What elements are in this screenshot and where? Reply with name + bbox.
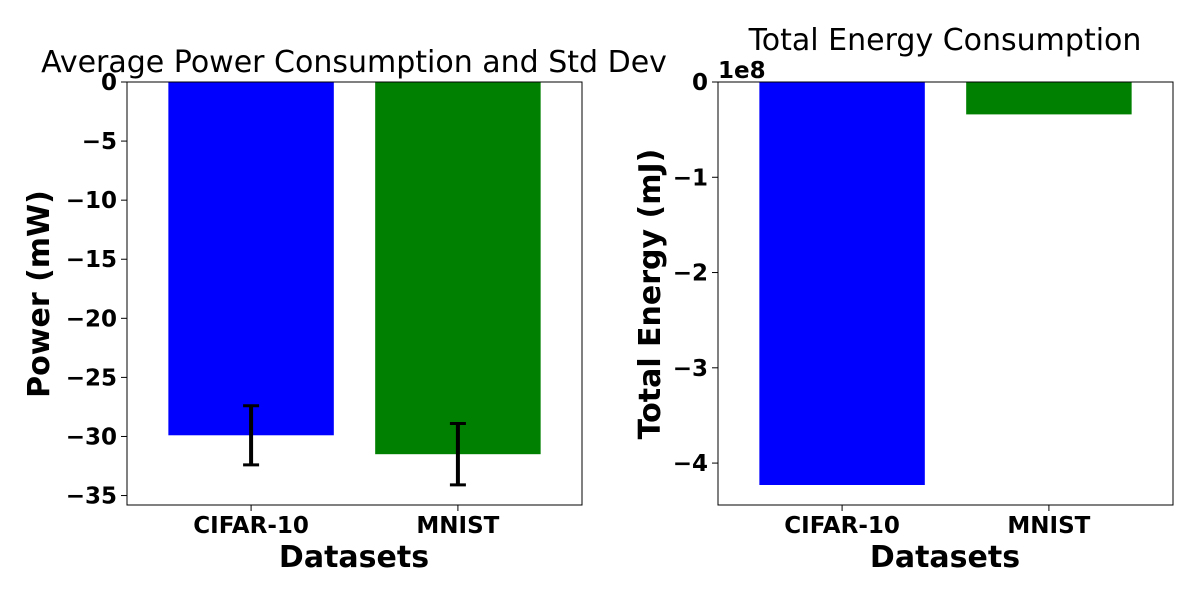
energy-y-tick-label: −1 — [673, 165, 708, 191]
power-y-tick-label: −20 — [66, 306, 117, 332]
power-error-bar — [243, 404, 260, 467]
power-bar-cifar-10 — [168, 82, 334, 436]
power-x-axis-label: Datasets — [279, 540, 429, 575]
power-error-bar — [449, 421, 466, 487]
power-y-tick-label: −10 — [66, 188, 117, 214]
energy-y-ticks: 0 −1 −2 −3 −4 — [673, 70, 718, 477]
power-y-tick-label: −15 — [66, 247, 117, 273]
power-chart-title: Average Power Consumption and Std Dev — [41, 45, 667, 80]
power-y-tick-label: −25 — [66, 365, 117, 391]
power-y-tick-label: −35 — [66, 484, 117, 510]
energy-bar-mnist — [966, 82, 1132, 115]
energy-bars — [759, 82, 1132, 485]
energy-y-offset-label: 1e8 — [718, 58, 766, 84]
energy-x-tick-label: MNIST — [1007, 513, 1090, 539]
energy-y-tick-label: −3 — [673, 356, 708, 382]
power-x-tick-label: MNIST — [416, 513, 499, 539]
energy-bar-cifar-10 — [759, 82, 925, 485]
energy-y-tick-label: −2 — [673, 261, 708, 287]
energy-y-tick-label: −4 — [673, 451, 708, 477]
energy-y-axis-label: Total Energy (mJ) — [633, 149, 668, 440]
energy-x-axis-label: Datasets — [870, 540, 1020, 575]
energy-x-ticks: CIFAR-10 MNIST — [784, 505, 1091, 539]
power-axes-frame — [126, 81, 583, 506]
power-bars — [168, 82, 541, 455]
power-y-tick-label: −5 — [82, 129, 117, 155]
power-y-tick-label: 0 — [101, 70, 117, 96]
energy-chart-title: Total Energy Consumption — [748, 23, 1142, 58]
power-error-bars — [243, 404, 466, 487]
energy-x-tick-label: CIFAR-10 — [784, 513, 900, 539]
power-bar-mnist — [375, 82, 541, 455]
power-x-ticks: CIFAR-10 MNIST — [193, 505, 500, 539]
energy-chart-panel: Total Energy Consumption 1e8 0 −1 −2 −3 −4 C… — [633, 23, 1174, 575]
power-chart-panel: Average Power Consumption and Std Dev 0 −… — [22, 45, 667, 575]
power-y-axis-label: Power (mW) — [22, 190, 57, 398]
energy-y-tick-label: 0 — [692, 70, 708, 96]
power-x-tick-label: CIFAR-10 — [193, 513, 309, 539]
power-y-ticks: 0 −5 −10 −15 −20 −25 −30 −35 — [66, 70, 127, 510]
energy-axes-frame — [717, 81, 1174, 506]
power-y-tick-label: −30 — [66, 424, 117, 450]
